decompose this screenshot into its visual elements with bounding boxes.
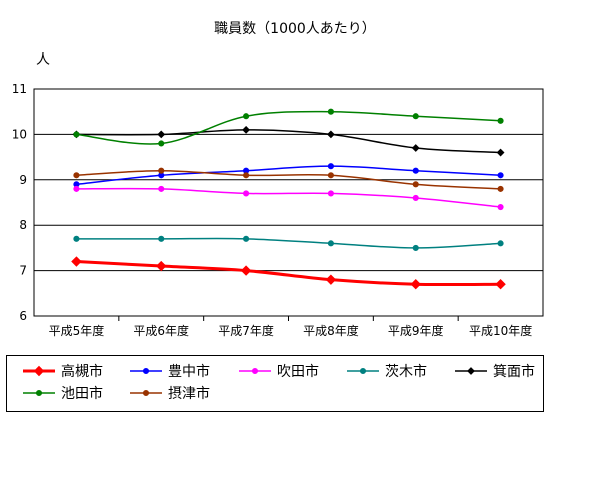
series-line — [76, 260, 501, 287]
legend-item: 高槻市 — [21, 362, 103, 380]
data-point — [242, 125, 250, 134]
line-chart: 職員数（1000人あたり） 人 6 7 8 9 10 11 平成5年度 平成6年度 平成7年度… — [12, 21, 544, 338]
data-point — [243, 190, 250, 197]
legend-swatch — [130, 367, 162, 375]
legend-swatch — [455, 367, 487, 375]
x-tick-label: 平成10年度 — [469, 323, 532, 338]
series-7 — [73, 167, 504, 192]
data-point — [412, 181, 419, 188]
legend: 高槻市 豊中市 吹田市 茨木市 箕面市池田市 摂津市 — [6, 355, 544, 412]
data-point — [327, 130, 335, 139]
series-line — [76, 129, 501, 154]
legend-swatch — [23, 365, 55, 377]
data-point — [412, 194, 419, 202]
legend-item: 吹田市 — [237, 362, 319, 380]
legend-marker — [359, 367, 367, 375]
data-point — [243, 235, 250, 242]
data-point — [73, 131, 80, 138]
data-point — [496, 148, 505, 157]
data-point — [157, 130, 166, 139]
legend-marker — [142, 367, 150, 375]
legend-swatch — [23, 389, 55, 397]
series-line — [76, 237, 501, 249]
legend-marker — [142, 389, 150, 397]
data-point — [156, 260, 167, 272]
legend-item: 池田市 — [21, 384, 103, 402]
data-point — [327, 240, 334, 247]
data-point — [410, 279, 421, 290]
legend-swatch — [130, 389, 162, 397]
series-1 — [71, 256, 506, 290]
chart-title: 職員数（1000人あたり） — [214, 21, 376, 37]
data-point — [158, 140, 165, 147]
x-tick-label: 平成8年度 — [303, 323, 359, 338]
series-line — [76, 169, 501, 190]
legend-swatch — [347, 367, 379, 375]
data-point — [73, 185, 80, 192]
data-point — [73, 172, 80, 179]
data-point — [71, 256, 82, 267]
data-point — [497, 240, 504, 247]
data-point — [73, 235, 80, 242]
x-tick-label: 平成7年度 — [218, 323, 274, 338]
legend-item: 茨木市 — [345, 362, 427, 380]
legend-label: 池田市 — [61, 386, 103, 402]
data-point — [412, 244, 419, 251]
legend-label: 高槻市 — [61, 364, 103, 380]
data-point — [497, 185, 504, 192]
data-point — [327, 108, 334, 115]
y-tick-label: 9 — [19, 173, 27, 187]
data-point — [158, 167, 165, 174]
legend-label: 豊中市 — [168, 364, 210, 380]
legend-marker — [33, 365, 45, 377]
data-point — [325, 274, 337, 285]
y-tick-label: 10 — [12, 127, 27, 141]
y-tick-label: 11 — [12, 82, 27, 96]
y-tick-label: 6 — [19, 309, 27, 323]
series-layer — [71, 108, 506, 290]
data-point — [497, 203, 504, 211]
y-tick-label: 7 — [19, 264, 27, 278]
legend-swatch — [239, 367, 271, 375]
legend-marker — [467, 367, 475, 375]
series-line — [76, 187, 501, 208]
y-axis-ticks: 6 7 8 9 10 11 — [12, 82, 27, 323]
data-point — [497, 172, 504, 179]
x-tick-label: 平成9年度 — [388, 323, 444, 338]
data-point — [327, 163, 334, 170]
legend-label: 茨木市 — [385, 364, 427, 380]
series-3 — [73, 185, 504, 211]
legend-marker — [251, 367, 259, 375]
y-tick-label: 8 — [19, 218, 27, 232]
legend-label: 摂津市 — [168, 386, 210, 402]
series-line — [76, 165, 501, 186]
data-point — [497, 117, 504, 124]
x-axis-ticks: 平成5年度 平成6年度 平成7年度 平成8年度 平成9年度 平成10年度 — [49, 316, 532, 338]
legend-marker — [35, 389, 43, 397]
data-point — [412, 167, 419, 174]
data-point — [412, 113, 419, 120]
series-6 — [73, 108, 504, 147]
data-point — [243, 172, 250, 179]
legend-label: 吹田市 — [277, 364, 319, 380]
legend-item: 豊中市 — [128, 362, 210, 380]
y-axis-label: 人 — [36, 52, 50, 68]
data-point — [240, 265, 252, 276]
data-point — [158, 185, 165, 192]
data-point — [495, 279, 506, 290]
data-point — [411, 144, 420, 152]
data-point — [158, 235, 165, 242]
x-tick-label: 平成6年度 — [133, 323, 189, 338]
x-tick-label: 平成5年度 — [49, 323, 105, 338]
legend-label: 箕面市 — [493, 364, 535, 380]
series-4 — [73, 235, 504, 251]
legend-item: 箕面市 — [453, 362, 535, 380]
data-point — [327, 172, 334, 179]
series-2 — [73, 163, 504, 188]
legend-item: 摂津市 — [128, 384, 210, 402]
data-point — [243, 113, 250, 120]
series-line — [76, 110, 501, 145]
data-point — [327, 190, 334, 197]
